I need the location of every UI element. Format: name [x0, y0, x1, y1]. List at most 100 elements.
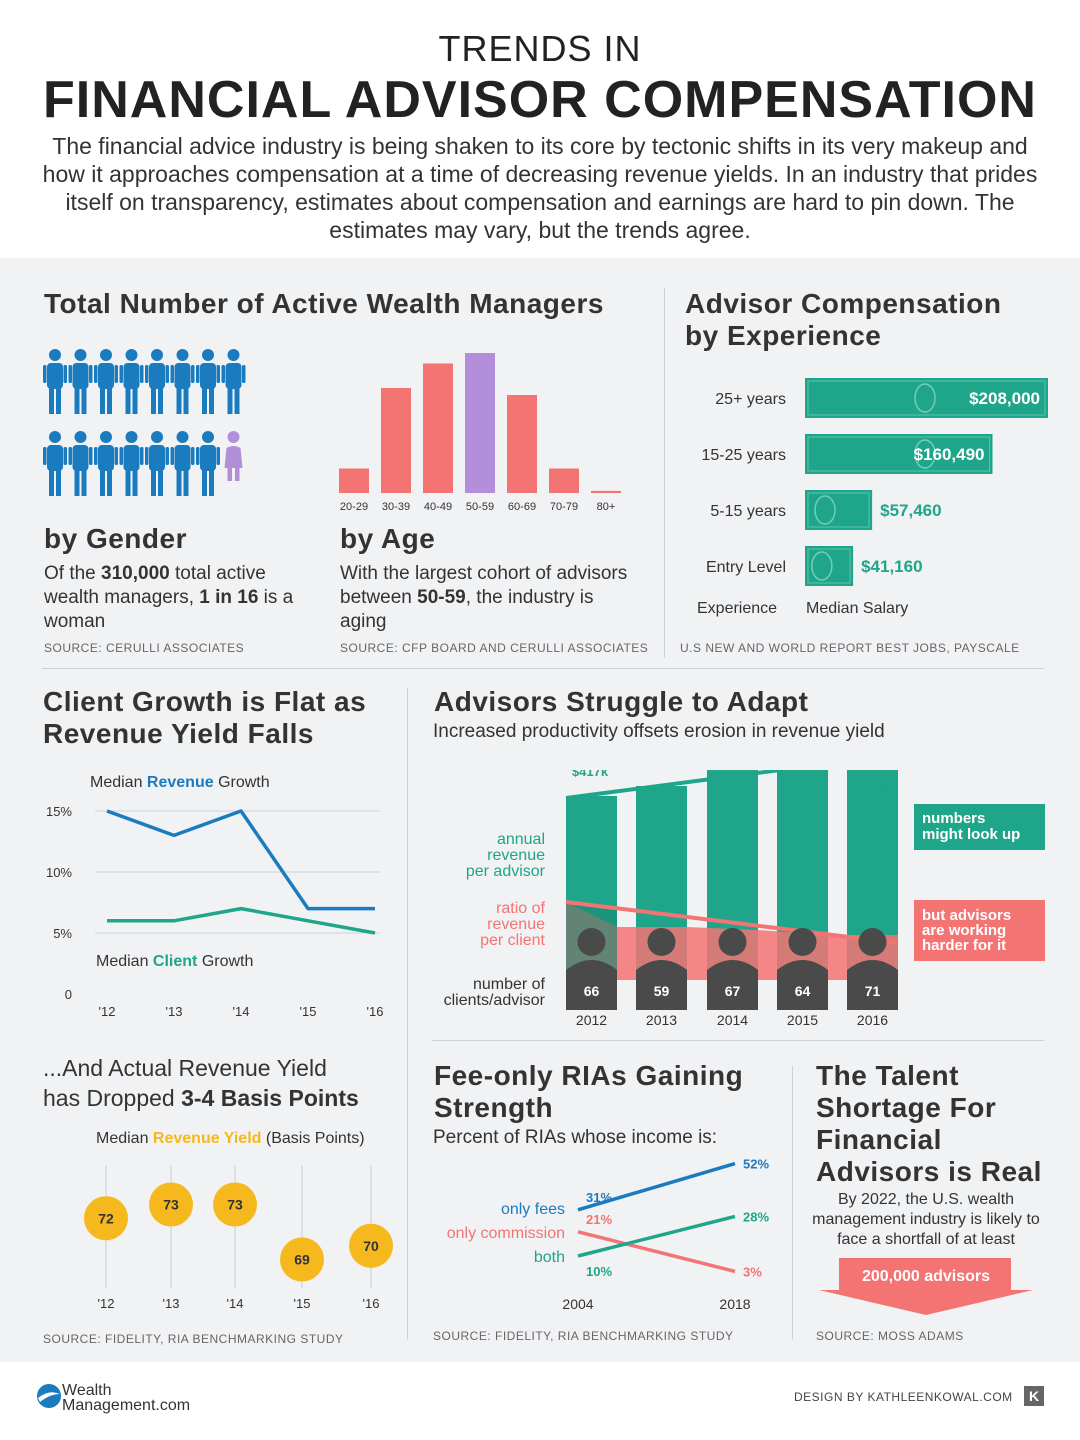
yield-value: 73 — [227, 1197, 243, 1213]
man-icon — [196, 349, 220, 414]
gender-text-mid: total active wealth managers, — [44, 563, 266, 608]
man-icon — [43, 349, 67, 414]
x-tick-label: '12 — [99, 1004, 116, 1019]
talent-title-line-3: Financial — [816, 1124, 942, 1155]
advisor-body-icon — [636, 960, 687, 1010]
revenue-growth-label-key: Revenue — [146, 774, 214, 791]
man-icon — [119, 349, 144, 414]
age-tick-label: 40-49 — [424, 501, 452, 513]
yield-dot — [149, 1182, 193, 1227]
revenue-growth-label: Median Revenue Growth — [90, 771, 270, 795]
age-tick-label: 30-39 — [382, 501, 410, 513]
year-label: 2012 — [576, 1012, 607, 1028]
salary-bar — [805, 546, 854, 586]
revenue-axis-label: per advisor — [466, 863, 546, 880]
fee-series-name: only commission — [447, 1225, 565, 1242]
ratio-axis-label: revenue — [487, 916, 545, 933]
callout-down-text: harder for it — [922, 937, 1006, 954]
year-label: 2013 — [646, 1012, 677, 1028]
ratio-trend-line — [565, 900, 899, 945]
experience-label: 25+ years — [715, 391, 786, 408]
fee-end-value: 28% — [743, 1209, 769, 1224]
fee-x-tick: 2004 — [562, 1296, 593, 1312]
revenue-axis-label: revenue — [487, 847, 545, 864]
advisor-head-icon — [647, 928, 676, 956]
yield-title-1: ...And Actual Revenue Yield — [43, 1055, 327, 1081]
man-icon — [119, 431, 144, 496]
fee-x-tick: 2018 — [719, 1296, 750, 1312]
yield-label-key: Revenue Yield — [152, 1130, 262, 1147]
age-text-pre: With the largest cohort of advisors betw… — [340, 563, 628, 608]
year-label: 2015 — [787, 1012, 818, 1028]
footer-logo[interactable]: Wealth Management.com — [62, 1383, 191, 1414]
man-icon — [68, 349, 93, 414]
experience-label: 5-15 years — [710, 503, 786, 520]
callout-down-box — [914, 900, 1045, 961]
revenue-axis-label: annual — [497, 831, 545, 848]
gender-total: 310,000 — [101, 563, 170, 584]
y-tick-label: 15% — [46, 804, 72, 819]
intro-text: The financial advice industry is being s… — [42, 133, 1038, 243]
bill-portrait — [811, 551, 833, 581]
clients-per-advisor-value: 66 — [584, 983, 600, 999]
experience-column-label: Experience — [697, 600, 778, 617]
age-heading: by Age — [340, 523, 436, 554]
footer-logo-line-2: Management.com — [62, 1397, 191, 1414]
divider-h2 — [432, 1040, 1044, 1041]
gender-text-pre: Of the — [44, 563, 102, 584]
fee-series-name: only fees — [501, 1201, 565, 1218]
age-bar-chart: 20-29 30-39 40-49 50-59 60-69 70-79 80+ — [339, 353, 621, 513]
age-bar — [507, 395, 537, 493]
bill-portrait — [914, 383, 936, 413]
yield-dot — [349, 1223, 393, 1268]
gender-heading: by Gender — [44, 523, 187, 554]
yield-label-post: (Basis Points) — [261, 1130, 365, 1147]
x-tick-label: '13 — [166, 1004, 183, 1019]
wealthmanagement-logo-icon — [37, 1384, 61, 1408]
client-growth-label-pre: Median — [96, 953, 153, 970]
clients-per-advisor-value: 67 — [725, 983, 741, 999]
divider-v2 — [407, 688, 408, 1340]
age-bar — [591, 490, 621, 493]
talent-title-line-4: Advisors is Real — [816, 1156, 1042, 1187]
x-tick-label: '14 — [227, 1296, 244, 1311]
yield-dot — [280, 1237, 324, 1282]
title-line-2: FINANCIAL ADVISOR COMPENSATION — [43, 71, 1037, 129]
compensation-source: U.S NEW AND WORLD REPORT BEST JOBS, PAYS… — [680, 641, 1020, 655]
advisor-head-icon — [577, 928, 606, 956]
client-growth-title-1: Client Growth is Flat as — [43, 686, 367, 717]
clients-axis-label: clients/advisor — [444, 992, 546, 1009]
wealth-managers-title: Total Number of Active Wealth Managers — [44, 288, 604, 319]
x-tick-label: '16 — [363, 1296, 380, 1311]
client-growth-label-post: Growth — [197, 953, 254, 970]
clients-axis-label: number of — [473, 976, 546, 993]
age-cohort: 50-59 — [417, 587, 466, 608]
man-icon — [170, 431, 195, 496]
fee-only-title-2: Strength — [434, 1092, 554, 1123]
talent-source: SOURCE: MOSS ADAMS — [816, 1329, 964, 1343]
salary-value-label: $57,460 — [880, 501, 941, 520]
title-line-1: TRENDS IN — [438, 28, 642, 69]
fee-start-value: 10% — [586, 1264, 612, 1279]
bill-border — [807, 436, 990, 472]
talent-title-line-1: The Talent — [816, 1060, 959, 1091]
age-tick-label: 70-79 — [550, 501, 578, 513]
man-icon — [43, 431, 67, 496]
credit-mark: K — [1024, 1386, 1044, 1406]
divider-h1 — [42, 668, 1044, 669]
gender-ratio: 1 in 16 — [199, 587, 259, 608]
design-credit[interactable]: DESIGN BY KATHLEENKOWAL.COM — [794, 1390, 1013, 1404]
fee-only-title-1: Fee-only RIAs Gaining — [434, 1060, 744, 1091]
salary-value-label: $160,490 — [914, 445, 985, 464]
bill-border — [807, 548, 851, 584]
gender-text: Of the 310,000 total active wealth manag… — [44, 562, 314, 634]
bill-border — [807, 492, 870, 528]
age-tick-label: 80+ — [597, 501, 616, 513]
yield-dot — [84, 1196, 128, 1241]
yield-title-2-bold: 3-4 Basis Points — [181, 1085, 359, 1111]
compensation-title-2: by Experience — [685, 320, 882, 351]
age-bar — [423, 363, 453, 493]
fee-series-line — [577, 1230, 736, 1274]
revenue-growth-label-post: Growth — [213, 774, 270, 791]
yield-dot — [213, 1182, 257, 1227]
